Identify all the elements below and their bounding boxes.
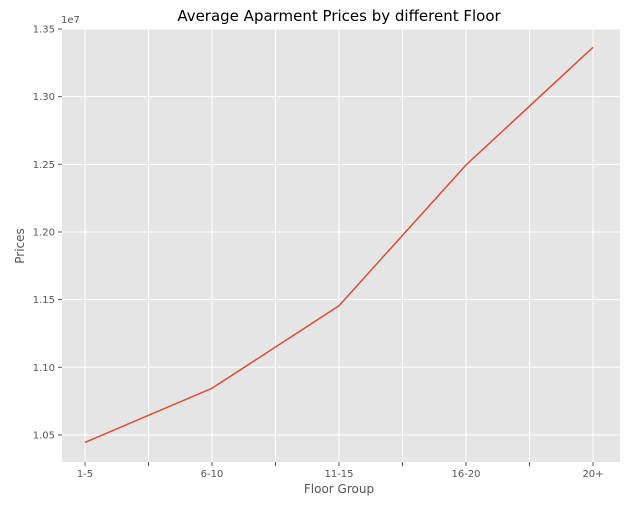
grid-lines (62, 28, 620, 462)
x-tick-label: 11-15 (324, 469, 353, 480)
y-tick-label: 1.05 (33, 430, 55, 441)
y-tick-label: 1.30 (33, 92, 55, 103)
x-tick-label: 16-20 (451, 469, 480, 480)
y-tick-label: 1.35 (33, 25, 55, 36)
y-axis-label: Prices (13, 228, 27, 264)
y-axis-offset-label: 1e7 (61, 15, 80, 26)
y-tick-label: 1.10 (33, 363, 55, 374)
y-tick-label: 1.15 (33, 295, 55, 306)
x-tick-label: 6-10 (201, 469, 224, 480)
axis-ticks: 1.05 1.10 1.15 1.20 1.25 1.30 1.35 1-5 6-10 11-15… (33, 25, 604, 481)
y-tick-label: 1.20 (33, 227, 55, 238)
data-series (84, 46, 594, 444)
series-line (84, 46, 594, 444)
y-tick-label: 1.25 (33, 160, 55, 171)
chart-title: Average Aparment Prices by different Flo… (177, 7, 501, 25)
plot-area-background (62, 29, 620, 462)
x-axis-label: Floor Group (304, 482, 374, 496)
x-tick-label: 1-5 (77, 469, 93, 480)
x-tick-label: 20+ (582, 469, 603, 480)
